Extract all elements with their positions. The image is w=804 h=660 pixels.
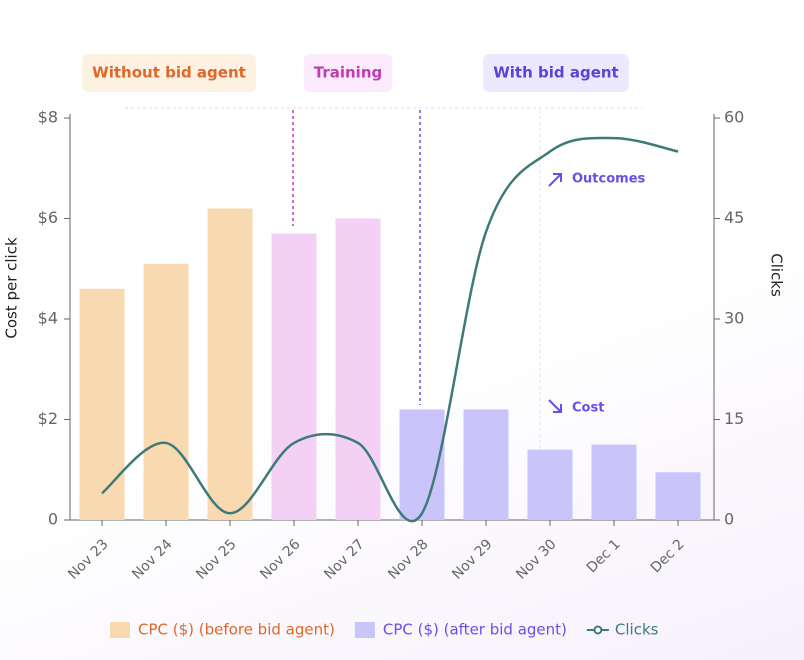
annotation: Outcomes bbox=[572, 172, 646, 187]
y2-tick-label: 0 bbox=[724, 510, 734, 529]
y-tick-label: $2 bbox=[38, 409, 58, 428]
bar bbox=[527, 449, 573, 520]
y-tick-label: $6 bbox=[38, 208, 58, 227]
x-tick-label: Dec 1 bbox=[584, 536, 624, 576]
bar bbox=[335, 218, 381, 520]
phase-label: With bid agent bbox=[493, 64, 618, 82]
y-tick-label: 0 bbox=[48, 510, 58, 529]
legend-item: CPC ($) (before bid agent) bbox=[110, 621, 335, 639]
legend-swatch bbox=[110, 622, 130, 638]
legend-label: Clicks bbox=[615, 621, 659, 639]
phase-badge bbox=[483, 54, 629, 92]
x-tick-label: Nov 23 bbox=[65, 536, 111, 582]
x-tick-label: Dec 2 bbox=[648, 536, 688, 576]
arrow-down-icon bbox=[548, 399, 562, 413]
legend-swatch bbox=[354, 622, 375, 638]
arrow-up-icon bbox=[548, 173, 562, 187]
phase-badge bbox=[82, 54, 256, 92]
x-tick-label: Nov 28 bbox=[385, 536, 431, 582]
legend-label: CPC ($) (before bid agent) bbox=[138, 621, 335, 639]
y-tick-label: $8 bbox=[38, 108, 58, 127]
legend-label: CPC ($) (after bid agent) bbox=[383, 621, 567, 639]
bar bbox=[143, 263, 189, 520]
bar bbox=[591, 444, 637, 520]
y2-tick-label: 30 bbox=[724, 309, 744, 328]
bar bbox=[207, 208, 253, 520]
y2-tick-label: 60 bbox=[724, 108, 744, 127]
legend-item: CPC ($) (after bid agent) bbox=[354, 621, 567, 639]
y2-axis-label: Clicks bbox=[768, 253, 786, 297]
phase-badge bbox=[303, 54, 393, 92]
x-tick-label: Nov 26 bbox=[257, 536, 303, 582]
legend-item: Clicks bbox=[586, 621, 659, 639]
y-tick-label: $4 bbox=[38, 309, 58, 328]
x-tick-label: Nov 25 bbox=[193, 536, 239, 582]
x-tick-label: Nov 24 bbox=[129, 536, 175, 582]
x-tick-label: Nov 27 bbox=[321, 536, 367, 582]
phase-label: Training bbox=[314, 64, 382, 82]
legend-marker bbox=[593, 625, 603, 635]
y2-tick-label: 45 bbox=[724, 208, 744, 227]
x-tick-label: Nov 29 bbox=[449, 536, 495, 582]
y2-tick-label: 15 bbox=[724, 409, 744, 428]
y-axis-label: Cost per click bbox=[3, 237, 21, 339]
annotation: Cost bbox=[572, 401, 604, 416]
bar bbox=[463, 409, 509, 520]
bar bbox=[79, 288, 125, 520]
x-tick-label: Nov 30 bbox=[513, 536, 559, 582]
phase-label: Without bid agent bbox=[92, 64, 246, 82]
bar bbox=[655, 472, 701, 520]
clicks-line bbox=[101, 136, 679, 523]
bar bbox=[271, 233, 317, 520]
